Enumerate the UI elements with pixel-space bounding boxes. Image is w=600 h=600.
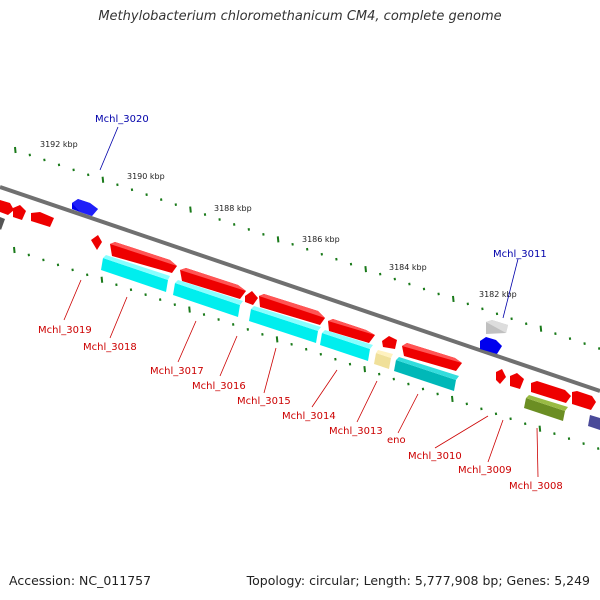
cds-mchl-3014[interactable] xyxy=(320,330,373,361)
label-mchl-3008[interactable]: Mchl_3008 xyxy=(509,481,563,492)
accession-text: Accession: NC_011757 xyxy=(9,573,152,588)
scale-tick xyxy=(275,336,279,343)
scale-label-3188: 3188 kbp xyxy=(214,204,252,213)
label-eno[interactable]: eno xyxy=(387,435,406,446)
scale-tick xyxy=(189,206,192,213)
callout-mchl-3020 xyxy=(99,126,119,171)
scale-tick xyxy=(101,176,105,183)
cds-mchl-3015[interactable] xyxy=(249,306,321,343)
gene-left-red-3[interactable] xyxy=(31,212,54,227)
scale-label-3192: 3192 kbp xyxy=(40,140,78,149)
cds-right-edge[interactable] xyxy=(588,415,600,430)
callout-mchl-3018 xyxy=(109,296,128,339)
callout-mchl-3008 xyxy=(536,427,539,478)
label-mchl-3013[interactable]: Mchl_3013 xyxy=(329,426,383,437)
gene-left-red-1[interactable] xyxy=(0,200,14,215)
scale-tick xyxy=(100,276,104,283)
gene-small-red-right-1[interactable] xyxy=(496,369,506,384)
cds-left-edge[interactable] xyxy=(0,217,5,230)
cds-mchl-3018[interactable] xyxy=(101,255,170,292)
scale-tick xyxy=(13,246,16,254)
label-mchl-3009[interactable]: Mchl_3009 xyxy=(458,465,512,476)
map-title: Methylobacterium chloromethanicum CM4, c… xyxy=(98,9,502,24)
gene-right-red-1[interactable] xyxy=(531,381,571,403)
callout-mchl-3017 xyxy=(177,320,197,363)
scale-tick xyxy=(188,306,191,313)
scale-track-lower xyxy=(13,246,600,450)
gene-grey[interactable] xyxy=(486,320,508,334)
scale-label-3184: 3184 kbp xyxy=(389,263,427,272)
scale-tick xyxy=(452,295,455,303)
callout-mchl-3019 xyxy=(63,279,82,321)
scale-track-upper xyxy=(14,146,600,350)
callout-mchl-3009 xyxy=(487,419,504,463)
scale-label-3190: 3190 kbp xyxy=(127,172,165,181)
gene-eno-upper[interactable] xyxy=(402,343,462,371)
scale-tick xyxy=(538,425,542,432)
label-mchl-3018[interactable]: Mchl_3018 xyxy=(83,342,137,353)
gene-small-red-mid[interactable] xyxy=(382,336,397,349)
gene-mchl-3017-upper[interactable] xyxy=(180,268,246,299)
gene-mchl-3015-upper[interactable] xyxy=(259,294,325,325)
genome-backbone xyxy=(0,185,600,393)
cds-eno[interactable] xyxy=(394,357,459,391)
callout-mchl-3015 xyxy=(263,347,277,394)
gene-mchl-3018-upper[interactable] xyxy=(110,242,177,273)
gene-small-red-right-2[interactable] xyxy=(510,373,524,389)
callout-mchl-3014 xyxy=(311,369,338,408)
callout-mchl-3013 xyxy=(356,380,378,423)
scale-tick xyxy=(363,366,366,373)
label-mchl-3011[interactable]: Mchl_3011 xyxy=(493,249,547,260)
label-mchl-3016[interactable]: Mchl_3016 xyxy=(192,381,246,392)
scale-label-3182: 3182 kbp xyxy=(479,290,517,299)
scale-label-3186: 3186 kbp xyxy=(302,235,340,244)
cds-mchl-3016[interactable] xyxy=(173,280,243,317)
gene-left-red-2[interactable] xyxy=(13,205,26,220)
topology-text: Topology: circular; Length: 5,777,908 bp… xyxy=(246,573,590,588)
label-mchl-3019[interactable]: Mchl_3019 xyxy=(38,325,92,336)
gene-mchl-3020[interactable] xyxy=(72,199,98,216)
gene-mchl-3011[interactable] xyxy=(480,337,502,354)
scale-tick xyxy=(364,266,367,273)
gene-mchl-3014-upper[interactable] xyxy=(328,319,375,343)
callout-mchl-3016 xyxy=(219,335,238,377)
gene-right-red-2[interactable] xyxy=(572,391,596,410)
cds-mchl-3013[interactable] xyxy=(374,350,393,369)
gene-mchl-3016-upper[interactable] xyxy=(245,291,258,305)
scale-tick xyxy=(14,146,17,154)
scale-tick xyxy=(451,395,454,403)
scale-tick xyxy=(276,236,280,243)
label-mchl-3010[interactable]: Mchl_3010 xyxy=(408,451,462,462)
label-mchl-3015[interactable]: Mchl_3015 xyxy=(237,396,291,407)
callout-mchl-3010 xyxy=(434,415,489,449)
scale-tick xyxy=(539,325,543,332)
label-mchl-3017[interactable]: Mchl_3017 xyxy=(150,366,204,377)
cds-mchl-3008[interactable] xyxy=(524,395,568,421)
callout-mchl-3011 xyxy=(502,258,519,319)
gene-small-red-upper[interactable] xyxy=(91,235,102,250)
callout-eno xyxy=(397,393,419,434)
label-mchl-3014[interactable]: Mchl_3014 xyxy=(282,411,336,422)
label-mchl-3020[interactable]: Mchl_3020 xyxy=(95,114,149,125)
